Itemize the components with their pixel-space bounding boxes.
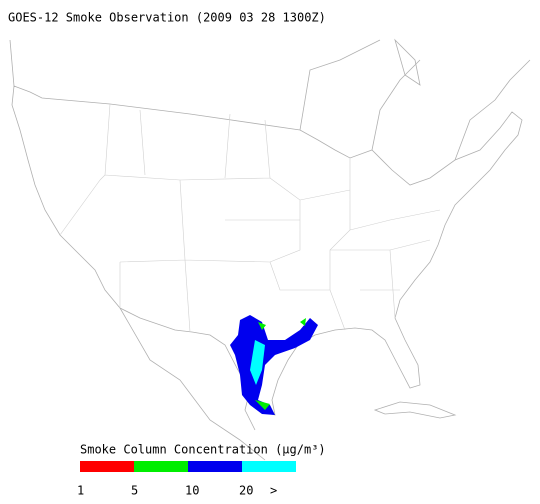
legend-swatch — [188, 461, 242, 472]
map — [9, 38, 531, 461]
us-outline — [11, 85, 523, 416]
smoke — [230, 315, 318, 415]
legend-swatch — [134, 461, 188, 472]
smoke-area — [230, 315, 318, 415]
canada — [9, 38, 531, 161]
legend-label: 10 — [185, 484, 199, 498]
state-lines — [59, 103, 441, 333]
legend-label: 20 — [239, 484, 253, 498]
legend: 1 5 10 20 > — [77, 461, 296, 498]
smoke-area — [250, 340, 265, 385]
cuba — [373, 401, 457, 419]
legend-title: Smoke Column Concentration (µg/m³) — [80, 443, 326, 457]
legend-label: 1 — [77, 484, 84, 498]
legend-label: > — [270, 484, 277, 498]
title: GOES-12 Smoke Observation (2009 03 28 13… — [8, 11, 326, 25]
legend-label: 5 — [131, 484, 138, 498]
legend-swatch — [80, 461, 134, 472]
legend-swatch — [242, 461, 296, 472]
